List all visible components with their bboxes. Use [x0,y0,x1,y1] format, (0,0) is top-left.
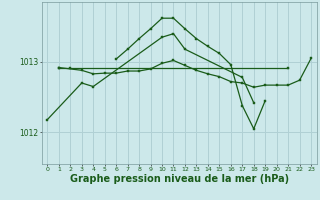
X-axis label: Graphe pression niveau de la mer (hPa): Graphe pression niveau de la mer (hPa) [70,174,289,184]
